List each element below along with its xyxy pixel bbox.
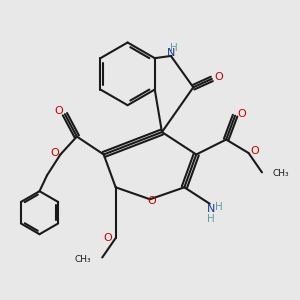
Text: N: N (167, 48, 175, 58)
Text: O: O (250, 146, 259, 157)
Text: H: H (207, 214, 215, 224)
Text: O: O (50, 148, 59, 158)
Text: O: O (54, 106, 63, 116)
Text: CH₃: CH₃ (74, 255, 91, 264)
Text: O: O (104, 233, 112, 243)
Text: O: O (214, 72, 223, 82)
Text: CH₃: CH₃ (272, 169, 289, 178)
Text: O: O (237, 109, 246, 119)
Text: N: N (207, 204, 215, 214)
Text: H: H (170, 43, 178, 52)
Text: O: O (147, 196, 156, 206)
Text: H: H (215, 202, 223, 212)
